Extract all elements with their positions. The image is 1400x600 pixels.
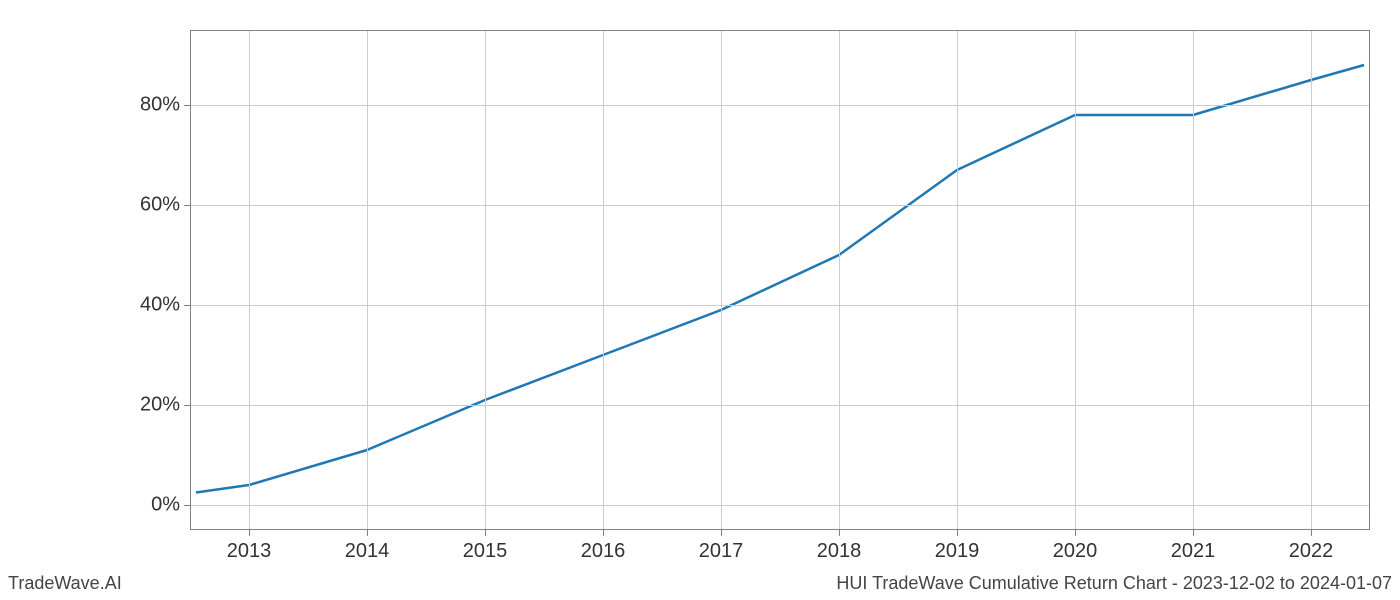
footer-caption: HUI TradeWave Cumulative Return Chart - …	[836, 573, 1392, 594]
x-tick-label: 2020	[1053, 530, 1098, 563]
x-tick-label: 2022	[1289, 530, 1334, 563]
footer-brand: TradeWave.AI	[8, 573, 122, 594]
axis-spine-right	[1369, 30, 1370, 530]
y-tick-label: 40%	[140, 294, 190, 317]
y-tick-label: 0%	[151, 494, 190, 517]
x-tick-label: 2015	[463, 530, 508, 563]
x-tick-label: 2017	[699, 530, 744, 563]
grid-line-horizontal	[190, 105, 1370, 106]
x-tick-label: 2018	[817, 530, 862, 563]
x-tick-label: 2019	[935, 530, 980, 563]
axis-spine-left	[190, 30, 191, 530]
return-line	[196, 65, 1364, 493]
x-tick-label: 2016	[581, 530, 626, 563]
grid-line-horizontal	[190, 305, 1370, 306]
y-tick-label: 80%	[140, 94, 190, 117]
grid-line-horizontal	[190, 205, 1370, 206]
axis-spine-top	[190, 30, 1370, 31]
x-tick-label: 2013	[227, 530, 272, 563]
y-tick-label: 60%	[140, 194, 190, 217]
grid-line-horizontal	[190, 505, 1370, 506]
axis-spine-bottom	[190, 529, 1370, 530]
plot-area: 2013201420152016201720182019202020212022…	[190, 30, 1370, 530]
x-tick-label: 2014	[345, 530, 390, 563]
chart-container: 2013 2014 2015 2016 2017 2018 2019 2020 2021 2022…	[0, 0, 1400, 600]
y-tick-label: 20%	[140, 394, 190, 417]
x-tick-label: 2021	[1171, 530, 1216, 563]
grid-line-horizontal	[190, 405, 1370, 406]
